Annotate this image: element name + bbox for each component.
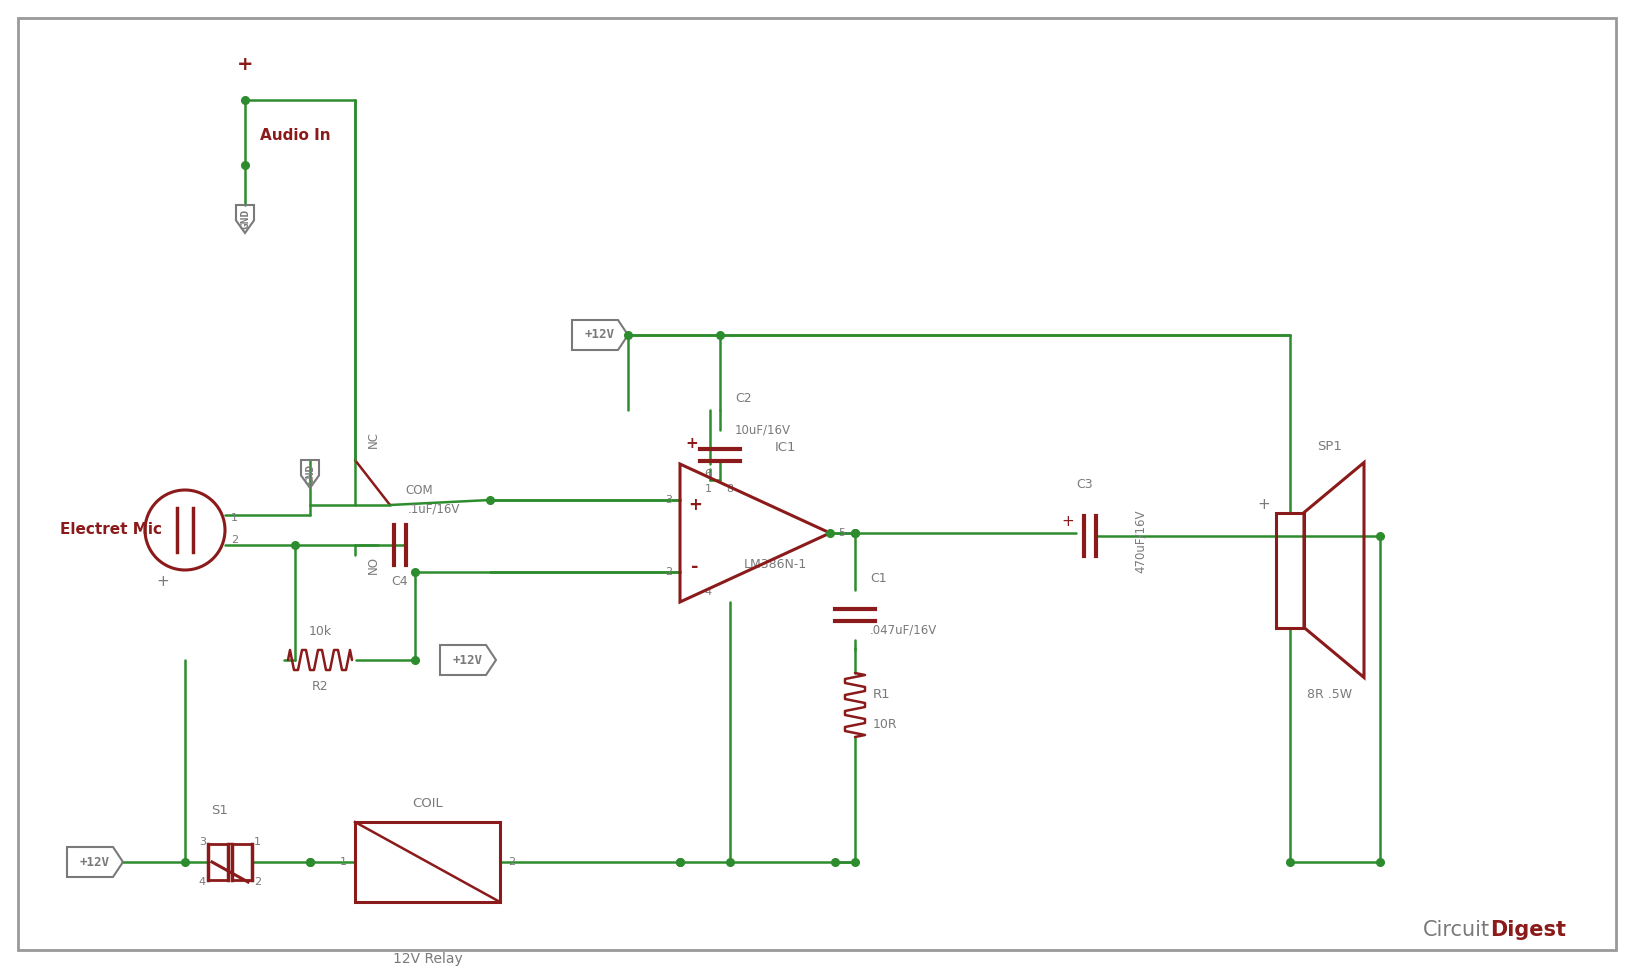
Text: 1: 1 (230, 513, 239, 523)
Text: COM: COM (405, 484, 433, 497)
Text: +12V: +12V (453, 653, 484, 667)
Text: R1: R1 (873, 688, 891, 702)
Text: 10R: 10R (873, 718, 897, 732)
Text: -: - (691, 558, 699, 576)
Text: 5: 5 (838, 528, 845, 538)
Text: Electret Mic: Electret Mic (60, 523, 162, 537)
Text: 1: 1 (704, 484, 711, 494)
Text: R2: R2 (312, 680, 328, 693)
Text: 12V Relay: 12V Relay (392, 952, 462, 966)
Text: C4: C4 (392, 575, 408, 588)
Text: GND: GND (306, 464, 315, 484)
Text: 2: 2 (253, 877, 261, 887)
Text: 2: 2 (508, 857, 515, 867)
Text: 3: 3 (665, 495, 672, 505)
Text: 1: 1 (253, 837, 261, 847)
Text: .047uF/16V: .047uF/16V (869, 623, 938, 637)
Text: +: + (1062, 515, 1075, 529)
Text: 6: 6 (704, 469, 711, 479)
Text: IC1: IC1 (775, 441, 796, 454)
Text: 8R .5W: 8R .5W (1307, 687, 1353, 701)
Text: +: + (688, 496, 703, 514)
Text: +12V: +12V (80, 856, 109, 868)
Text: S1: S1 (211, 804, 229, 817)
Text: 4: 4 (704, 587, 711, 597)
Text: 10k: 10k (309, 625, 332, 638)
Text: 10uF/16V: 10uF/16V (735, 424, 791, 437)
Text: 470uF/16V: 470uF/16V (1134, 509, 1147, 573)
Text: 4: 4 (199, 877, 206, 887)
Bar (355, 822, 500, 902)
Text: 2: 2 (230, 535, 239, 545)
Text: COIL: COIL (412, 797, 443, 810)
Text: 2: 2 (665, 567, 672, 577)
Text: 8: 8 (727, 484, 734, 494)
Text: +: + (686, 436, 698, 450)
Text: +: + (237, 55, 253, 75)
Text: 1: 1 (340, 857, 346, 867)
Text: Digest: Digest (1490, 920, 1565, 940)
Text: +12V: +12V (585, 328, 614, 342)
Bar (1276, 512, 1304, 627)
Text: NC: NC (368, 432, 381, 448)
Text: LM386N-1: LM386N-1 (743, 558, 807, 571)
Text: GND: GND (240, 209, 250, 229)
Text: NO: NO (368, 556, 381, 574)
Text: Circuit: Circuit (1423, 920, 1490, 940)
Text: SP1: SP1 (1317, 439, 1343, 452)
Text: 3: 3 (199, 837, 206, 847)
Text: +: + (1258, 497, 1270, 512)
Text: C3: C3 (1077, 478, 1093, 491)
Text: .1uF/16V: .1uF/16V (408, 502, 461, 515)
Text: +: + (157, 574, 170, 590)
Text: C1: C1 (869, 572, 887, 585)
Text: Audio In: Audio In (260, 128, 330, 142)
Text: C2: C2 (735, 392, 752, 405)
